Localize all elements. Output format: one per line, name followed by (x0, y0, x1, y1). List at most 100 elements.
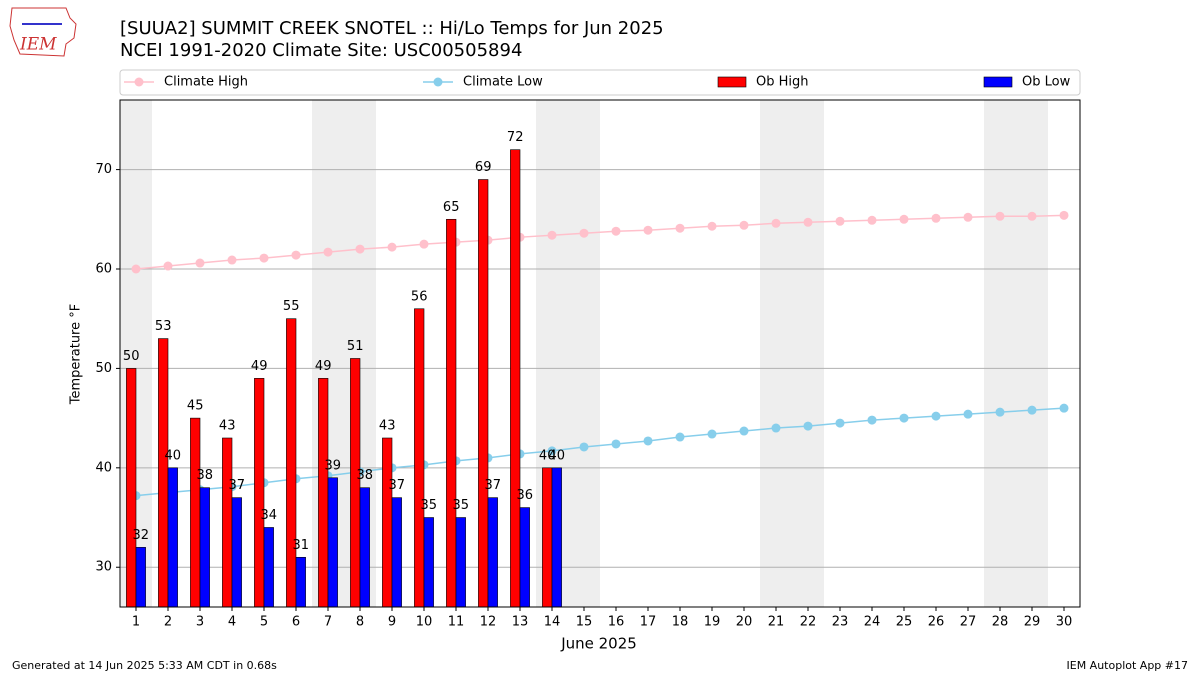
weekend-shade (568, 100, 600, 607)
data-label: 72 (507, 130, 524, 145)
line-point (643, 225, 653, 235)
line-point (707, 221, 717, 231)
x-tick-label: 23 (832, 615, 849, 630)
line-point (611, 226, 621, 236)
x-tick-label: 1 (132, 615, 140, 630)
line (135, 214, 1065, 270)
x-tick-label: 16 (608, 615, 625, 630)
bar (190, 417, 201, 607)
data-label: 45 (187, 399, 204, 414)
x-tick-label: 12 (480, 615, 497, 630)
data-label: 35 (421, 498, 438, 513)
line-point (547, 230, 557, 240)
bar (286, 318, 297, 607)
y-tick-label: 60 (95, 262, 112, 277)
bar (231, 497, 242, 607)
weekend-shade (792, 100, 824, 607)
chart-subtitle: NCEI 1991-2020 Climate Site: USC00505894 (120, 40, 522, 61)
line-point (707, 429, 717, 439)
data-label: 51 (347, 339, 364, 354)
bar (519, 507, 530, 607)
x-tick-label: 6 (292, 615, 300, 630)
bar (455, 517, 466, 607)
data-label: 49 (315, 359, 332, 374)
x-tick-label: 3 (196, 615, 204, 630)
bar (382, 437, 393, 607)
bar (254, 378, 265, 607)
x-tick-label: 30 (1056, 615, 1073, 630)
bar (350, 358, 361, 607)
plot-frame (119, 99, 1081, 608)
bar (446, 218, 457, 607)
line-point (387, 242, 397, 252)
legend-label: Climate Low (463, 75, 543, 90)
data-label: 53 (155, 319, 172, 334)
x-tick-label: 9 (388, 615, 396, 630)
x-tick-label: 26 (928, 615, 945, 630)
bar (478, 179, 489, 607)
line-point (931, 411, 941, 421)
logo: IEM (9, 7, 77, 57)
bar (318, 378, 329, 607)
y-tick-label: 50 (95, 361, 112, 376)
line-point (547, 446, 557, 456)
legend-label: Ob Low (1022, 75, 1071, 90)
legend-swatch (717, 76, 747, 88)
bar (327, 477, 338, 607)
data-label: 43 (219, 419, 236, 434)
x-tick-label: 8 (356, 615, 364, 630)
bar (167, 467, 178, 607)
data-label: 40 (165, 448, 182, 463)
data-label: 32 (133, 528, 150, 543)
line-point (675, 223, 685, 233)
x-tick-label: 25 (896, 615, 913, 630)
line-point (803, 217, 813, 227)
bar (295, 556, 306, 607)
x-tick-label: 4 (228, 615, 236, 630)
line-point (355, 244, 365, 254)
data-label: 39 (325, 458, 342, 473)
bar (359, 487, 370, 607)
bar (135, 547, 146, 607)
line-point (611, 439, 621, 449)
y-tick-label: 70 (95, 162, 112, 177)
y-tick-label: 40 (95, 460, 112, 475)
bar (263, 527, 274, 607)
data-label: 38 (197, 468, 214, 483)
line-point (867, 215, 877, 225)
data-label: 56 (411, 289, 428, 304)
weekend-shade (760, 100, 792, 607)
bar (158, 338, 169, 607)
weekend-shade (1016, 100, 1048, 607)
data-label: 36 (517, 488, 534, 503)
x-tick-label: 13 (512, 615, 529, 630)
x-tick-label: 22 (800, 615, 817, 630)
data-label: 49 (251, 359, 268, 374)
bar (199, 487, 210, 607)
data-label: 37 (389, 478, 406, 493)
x-axis-label: June 2025 (560, 635, 637, 653)
line-point (227, 255, 237, 265)
line-point (131, 264, 141, 274)
bar (487, 497, 498, 607)
line-point (835, 418, 845, 428)
x-tick-label: 2 (164, 615, 172, 630)
weekend-shade (984, 100, 1016, 607)
footer-right: IEM Autoplot App #17 (1067, 659, 1189, 672)
line-point (867, 415, 877, 425)
x-tick-label: 7 (324, 615, 332, 630)
x-tick-label: 28 (992, 615, 1009, 630)
line-point (675, 432, 685, 442)
bar (510, 149, 521, 607)
y-tick-label: 30 (95, 560, 112, 575)
line-point (739, 426, 749, 436)
x-tick-label: 24 (864, 615, 881, 630)
line-point (995, 211, 1005, 221)
data-label: 37 (485, 478, 502, 493)
bar (423, 517, 434, 607)
data-label: 34 (261, 508, 278, 523)
bar (391, 497, 402, 607)
line-point (643, 436, 653, 446)
line-point (163, 261, 173, 271)
